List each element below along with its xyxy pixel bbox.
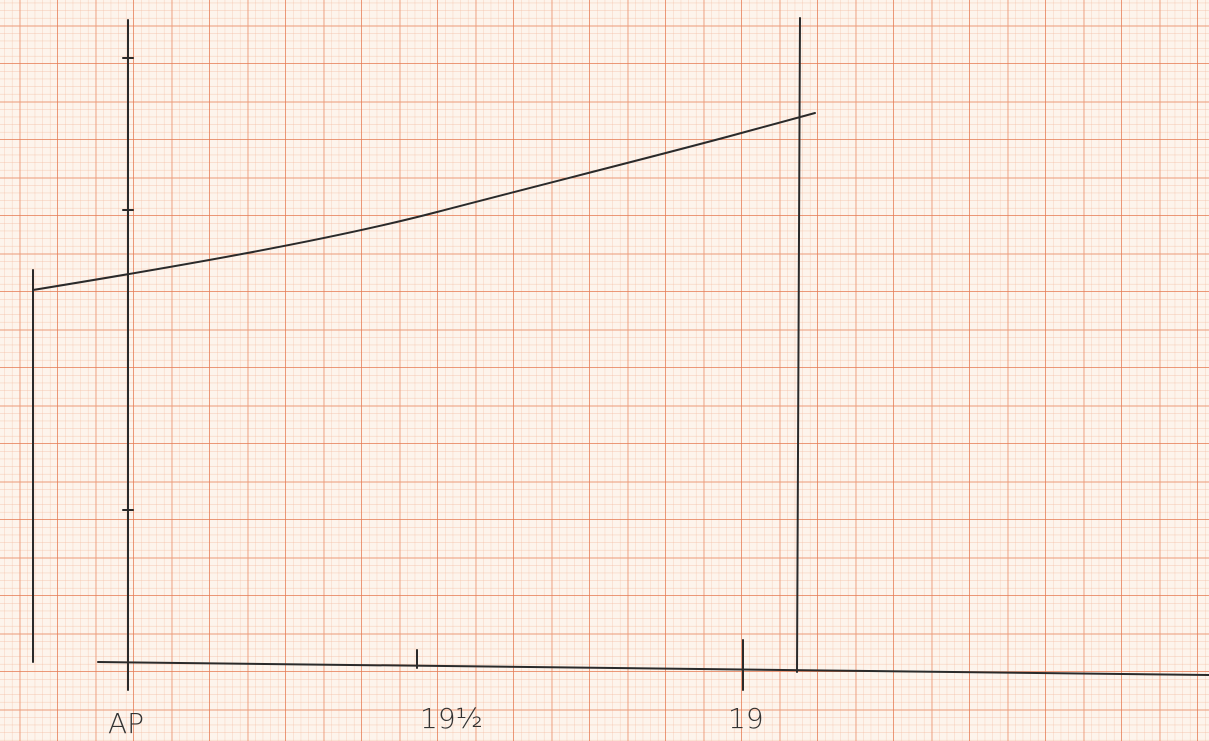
station-label: 19 bbox=[728, 702, 764, 735]
station-label: 19½ bbox=[420, 702, 483, 735]
right-line bbox=[796, 17, 801, 673]
curve bbox=[32, 112, 816, 291]
baseline bbox=[97, 661, 1209, 676]
drawing bbox=[32, 17, 1209, 691]
station-label: AP bbox=[108, 707, 144, 740]
